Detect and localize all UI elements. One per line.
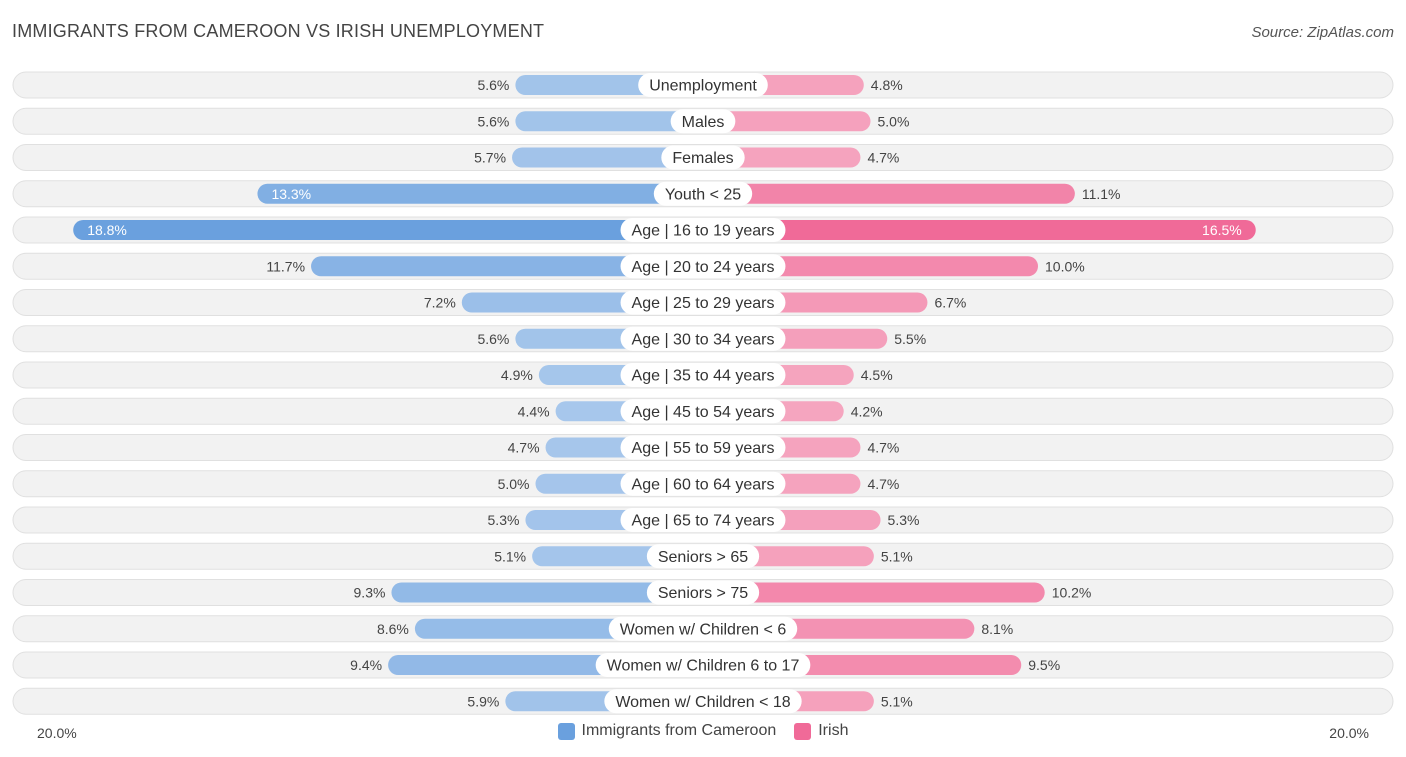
category-label: Age | 25 to 29 years bbox=[632, 295, 775, 312]
category-label-pill bbox=[620, 218, 786, 242]
category-label-pill bbox=[620, 326, 786, 351]
value-label-cameroon: 5.6% bbox=[477, 113, 509, 129]
value-label-cameroon: 18.8% bbox=[87, 222, 127, 238]
category-label: Age | 55 to 59 years bbox=[632, 440, 775, 457]
value-label-irish: 10.0% bbox=[1045, 258, 1085, 274]
value-label-cameroon: 4.9% bbox=[501, 367, 533, 383]
category-label: Age | 30 to 34 years bbox=[632, 331, 775, 348]
category-label-pill bbox=[646, 580, 760, 605]
bar-irish[interactable] bbox=[703, 256, 1038, 277]
value-label-cameroon: 5.7% bbox=[474, 150, 506, 166]
value-label-irish: 5.5% bbox=[894, 331, 926, 347]
category-label: Women w/ Children < 6 bbox=[620, 621, 787, 638]
value-label-cameroon: 5.3% bbox=[488, 512, 520, 528]
category-label: Women w/ Children 6 to 17 bbox=[607, 658, 800, 675]
category-label-pill bbox=[638, 73, 768, 97]
category-label-pill bbox=[661, 145, 745, 170]
category-label: Age | 45 to 54 years bbox=[632, 404, 775, 421]
legend-label-cameroon: Immigrants from Cameroon bbox=[581, 722, 777, 739]
bar-irish[interactable] bbox=[703, 183, 1075, 204]
value-label-cameroon: 9.3% bbox=[354, 585, 386, 601]
category-label: Males bbox=[682, 114, 725, 131]
value-label-irish: 5.1% bbox=[881, 693, 913, 709]
value-label-cameroon: 5.6% bbox=[477, 77, 509, 93]
value-label-irish: 5.0% bbox=[878, 113, 910, 129]
category-label-pill bbox=[608, 616, 798, 641]
source-note: Source: ZipAtlas.com bbox=[1251, 24, 1394, 41]
category-label-pill bbox=[604, 689, 802, 714]
category-label-pill bbox=[620, 363, 786, 387]
legend-item-cameroon[interactable]: Immigrants from Cameroon bbox=[557, 722, 777, 740]
value-label-irish: 4.7% bbox=[867, 476, 899, 492]
category-label: Seniors > 75 bbox=[658, 585, 748, 602]
value-label-irish: 8.1% bbox=[981, 621, 1013, 637]
legend-swatch-cameroon bbox=[557, 722, 575, 740]
value-label-cameroon: 5.9% bbox=[467, 693, 499, 709]
value-label-irish: 5.1% bbox=[881, 548, 913, 564]
bar-irish[interactable] bbox=[703, 220, 1256, 240]
value-label-cameroon: 5.1% bbox=[494, 548, 526, 564]
value-label-irish: 6.7% bbox=[934, 295, 966, 311]
bar-cameroon[interactable] bbox=[311, 256, 703, 277]
bar-irish[interactable] bbox=[703, 111, 871, 132]
value-label-cameroon: 13.3% bbox=[271, 186, 311, 202]
legend-swatch-irish bbox=[794, 722, 812, 740]
value-label-irish: 11.1% bbox=[1082, 186, 1121, 202]
value-label-cameroon: 5.6% bbox=[477, 331, 509, 347]
category-label: Age | 20 to 24 years bbox=[632, 259, 775, 276]
category-label-pill bbox=[620, 435, 786, 460]
value-label-cameroon: 4.7% bbox=[508, 440, 540, 456]
value-label-irish: 9.5% bbox=[1028, 657, 1060, 673]
category-label: Age | 60 to 64 years bbox=[632, 476, 775, 493]
bar-cameroon[interactable] bbox=[391, 582, 703, 603]
category-label-pill bbox=[620, 471, 786, 496]
chart-title: IMMIGRANTS FROM CAMEROON VS IRISH UNEMPL… bbox=[12, 21, 545, 41]
value-label-cameroon: 11.7% bbox=[266, 258, 305, 274]
value-label-cameroon: 9.4% bbox=[350, 657, 382, 673]
value-label-irish: 16.5% bbox=[1202, 222, 1242, 238]
bar-irish[interactable] bbox=[703, 582, 1045, 603]
value-label-irish: 4.8% bbox=[871, 77, 903, 93]
value-label-irish: 4.7% bbox=[867, 440, 899, 456]
bar-cameroon[interactable] bbox=[512, 147, 703, 168]
category-label: Women w/ Children < 18 bbox=[615, 694, 790, 711]
category-label: Age | 35 to 44 years bbox=[632, 368, 775, 385]
bar-cameroon[interactable] bbox=[73, 220, 703, 240]
value-label-cameroon: 4.4% bbox=[518, 403, 550, 419]
category-label-pill bbox=[620, 508, 786, 532]
axis-min-label: 20.0% bbox=[37, 725, 77, 741]
category-label: Age | 65 to 74 years bbox=[632, 513, 775, 530]
category-label-pill bbox=[620, 399, 786, 424]
value-label-cameroon: 8.6% bbox=[377, 621, 409, 637]
value-label-irish: 4.7% bbox=[867, 150, 899, 166]
category-label: Seniors > 65 bbox=[658, 549, 748, 566]
category-label: Youth < 25 bbox=[665, 186, 741, 203]
legend-label-irish: Irish bbox=[818, 722, 849, 739]
legend: Immigrants from Cameroon Irish bbox=[0, 722, 1406, 740]
category-label: Females bbox=[672, 150, 733, 167]
legend-item-irish[interactable]: Irish bbox=[794, 722, 848, 740]
value-label-cameroon: 7.2% bbox=[424, 295, 456, 311]
category-label-pill bbox=[646, 544, 760, 569]
category-label-pill bbox=[620, 290, 786, 315]
value-label-cameroon: 5.0% bbox=[498, 476, 530, 492]
category-label-pill bbox=[620, 254, 786, 279]
category-label: Unemployment bbox=[649, 78, 757, 95]
category-label-pill bbox=[595, 653, 811, 677]
bar-cameroon[interactable] bbox=[257, 183, 703, 204]
category-label: Age | 16 to 19 years bbox=[632, 223, 775, 240]
value-label-irish: 5.3% bbox=[888, 512, 920, 528]
value-label-irish: 4.5% bbox=[861, 367, 893, 383]
bar-cameroon[interactable] bbox=[515, 111, 703, 132]
axis-max-label: 20.0% bbox=[1329, 725, 1369, 741]
category-label-pill bbox=[670, 109, 736, 134]
value-label-irish: 4.2% bbox=[851, 403, 883, 419]
category-label-pill bbox=[653, 181, 753, 206]
value-label-irish: 10.2% bbox=[1052, 585, 1092, 601]
